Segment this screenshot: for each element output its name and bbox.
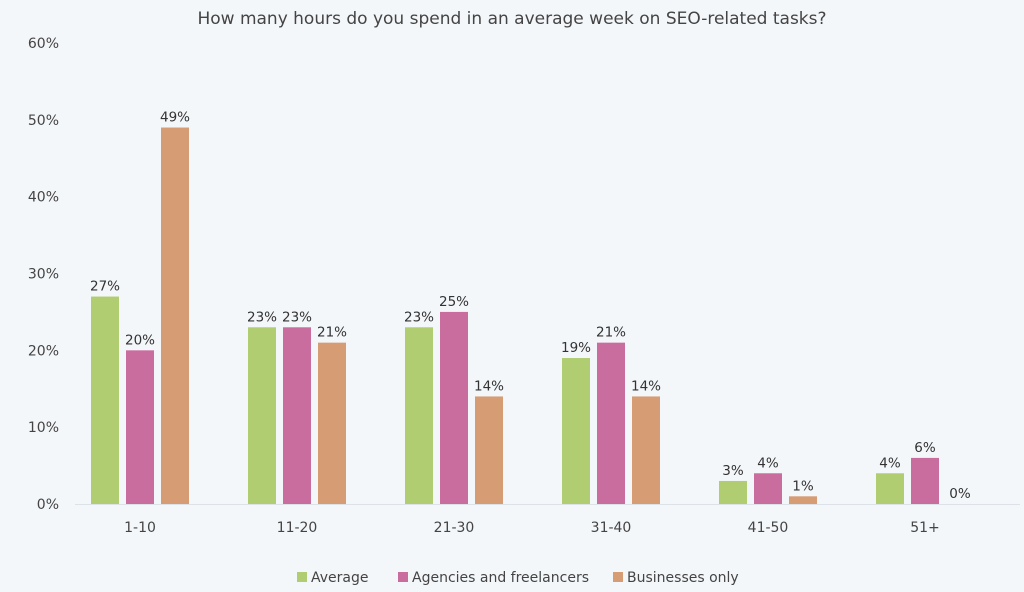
data-label: 23% <box>404 309 434 325</box>
bar <box>161 127 189 505</box>
data-label: 6% <box>914 440 936 456</box>
data-label: 25% <box>439 294 469 310</box>
y-tick-label: 60% <box>28 36 59 52</box>
data-label: 4% <box>879 455 901 471</box>
data-label: 23% <box>247 309 277 325</box>
x-tick-label: 41-50 <box>748 520 789 536</box>
y-tick-label: 40% <box>28 190 59 206</box>
data-label: 23% <box>282 309 312 325</box>
data-label: 14% <box>474 378 504 394</box>
bar <box>318 342 346 504</box>
x-tick-label: 21-30 <box>434 520 475 536</box>
bar <box>789 496 817 504</box>
data-label: 19% <box>561 340 591 356</box>
bar <box>91 296 119 504</box>
legend-item[interactable]: Agencies and freelancers <box>398 570 589 586</box>
legend-swatch <box>613 572 623 582</box>
data-label: 4% <box>757 455 779 471</box>
data-label: 27% <box>90 279 120 295</box>
bar <box>475 396 503 504</box>
bar <box>754 473 782 504</box>
bar <box>876 473 904 504</box>
data-label: 20% <box>125 332 155 348</box>
legend-swatch <box>398 572 408 582</box>
x-tick-label: 1-10 <box>124 520 156 536</box>
bar <box>911 457 939 504</box>
y-tick-label: 50% <box>28 113 59 129</box>
data-label: 0% <box>949 486 971 502</box>
bar <box>248 327 276 504</box>
x-tick-label: 31-40 <box>591 520 632 536</box>
chart-title: How many hours do you spend in an averag… <box>197 9 826 29</box>
bar <box>283 327 311 504</box>
y-tick-label: 30% <box>28 267 59 283</box>
bar <box>719 480 747 504</box>
data-label: 1% <box>792 478 814 494</box>
data-label: 49% <box>160 110 190 126</box>
data-label: 21% <box>317 325 347 341</box>
bar <box>632 396 660 504</box>
x-tick-label: 51+ <box>910 520 940 536</box>
y-tick-label: 10% <box>28 420 59 436</box>
legend-item[interactable]: Average <box>297 570 369 586</box>
data-label: 14% <box>631 378 661 394</box>
legend-label: Average <box>311 570 369 586</box>
legend-swatch <box>297 572 307 582</box>
y-tick-label: 0% <box>37 497 59 513</box>
legend-label: Agencies and freelancers <box>412 570 589 586</box>
bar <box>405 327 433 504</box>
data-label: 3% <box>722 463 744 479</box>
y-tick-label: 20% <box>28 343 59 359</box>
legend-label: Businesses only <box>627 570 739 586</box>
x-tick-label: 11-20 <box>277 520 318 536</box>
bar <box>597 342 625 504</box>
legend-item[interactable]: Businesses only <box>613 570 739 586</box>
bar <box>562 358 590 504</box>
bar <box>440 311 468 504</box>
data-label: 21% <box>596 325 626 341</box>
bar <box>126 350 154 504</box>
